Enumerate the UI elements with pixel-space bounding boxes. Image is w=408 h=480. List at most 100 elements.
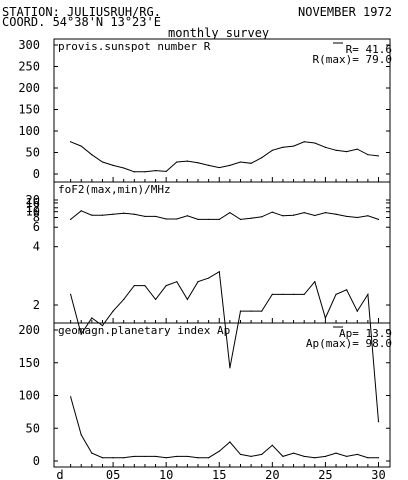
data-point [186, 160, 188, 162]
data-point [101, 457, 104, 459]
data-point [282, 215, 284, 217]
data-point [154, 455, 157, 458]
data-point [91, 214, 93, 216]
y-tick-label: 300 [18, 38, 40, 52]
data-point [292, 452, 295, 454]
panel-frame [53, 181, 391, 324]
data-point [250, 217, 252, 219]
data-point [70, 141, 72, 143]
data-point [261, 453, 263, 456]
data-point [377, 421, 380, 423]
data-point [271, 149, 273, 151]
series-line-max [70, 210, 379, 220]
data-point [229, 164, 231, 166]
data-point [250, 310, 252, 312]
data-point [186, 298, 188, 301]
data-point [335, 149, 337, 151]
data-point [218, 218, 220, 221]
data-point [218, 166, 220, 169]
data-point [335, 452, 337, 454]
y-tick-label: 20 [26, 193, 40, 207]
data-point [367, 293, 369, 295]
max-stat-label: Ap(max)= 98.0 [306, 337, 392, 350]
data-point [144, 171, 146, 173]
data-point [314, 457, 316, 459]
data-point [346, 455, 348, 458]
data-point [282, 455, 284, 458]
data-point [176, 455, 178, 458]
y-tick-label: 150 [18, 103, 40, 117]
x-tick-label: 10 [159, 468, 173, 480]
series-line-min [70, 270, 379, 422]
y-tick-label: 4 [33, 240, 40, 254]
data-point [112, 457, 114, 459]
mean-stat-label: R= 41.6 [346, 43, 392, 56]
data-point [356, 216, 358, 219]
data-point [208, 164, 210, 166]
data-point [123, 298, 125, 301]
max-stat-label: R(max)= 79.0 [313, 53, 392, 66]
data-point [197, 218, 199, 221]
data-point [356, 310, 358, 312]
data-point [112, 164, 114, 166]
data-point [335, 213, 337, 215]
data-point [346, 215, 348, 218]
data-point [133, 213, 135, 215]
mean-stat-label: Ap= 13.9 [339, 327, 392, 340]
y-tick-label: 50 [26, 421, 40, 435]
data-point [239, 310, 242, 312]
data-point [123, 457, 125, 459]
data-point [144, 284, 146, 287]
data-point [154, 298, 157, 301]
y-tick-label: 100 [18, 124, 40, 138]
data-point [154, 169, 157, 172]
data-point [282, 293, 284, 295]
y-tick-label: 16 [26, 196, 40, 210]
data-point [70, 293, 72, 295]
data-point [367, 154, 369, 156]
data-point [112, 310, 114, 312]
data-point [324, 317, 327, 319]
data-point [292, 214, 295, 216]
data-point [80, 210, 82, 212]
data-point [377, 155, 380, 157]
data-point [324, 212, 327, 214]
data-point [80, 434, 82, 436]
data-point [165, 284, 167, 287]
data-point [144, 215, 146, 218]
data-point [229, 367, 231, 369]
data-point [91, 154, 93, 156]
station-label: STATION: JULIUSRUH/RG. [2, 5, 161, 19]
data-point [101, 214, 104, 216]
data-point [208, 457, 210, 459]
data-point [229, 441, 231, 443]
data-point [165, 457, 167, 459]
y-tick-label: 250 [18, 60, 40, 74]
y-tick-label: 8 [33, 211, 40, 225]
data-point [250, 455, 252, 458]
data-point [271, 444, 273, 446]
data-point [133, 171, 135, 173]
data-point [80, 145, 82, 147]
y-tick-label: 10 [26, 205, 40, 219]
series-line-data [70, 141, 379, 173]
data-point [324, 455, 327, 458]
data-point [239, 453, 242, 456]
y-tick-label: 200 [18, 323, 40, 337]
data-point [261, 157, 263, 159]
data-point [133, 284, 135, 287]
y-tick-label: 50 [26, 146, 40, 160]
panel-title: geomagn.planetary index Ap [58, 324, 230, 337]
data-point [303, 212, 305, 214]
data-point [91, 452, 93, 454]
survey-title: monthly survey [168, 26, 270, 40]
data-point [101, 161, 104, 163]
y-tick-label: 100 [18, 389, 40, 403]
data-point [123, 167, 125, 169]
data-point [208, 277, 210, 279]
data-point [165, 218, 167, 220]
data-point [314, 142, 316, 144]
x-tick-label: 25 [318, 468, 332, 480]
series-line-data [70, 396, 379, 459]
